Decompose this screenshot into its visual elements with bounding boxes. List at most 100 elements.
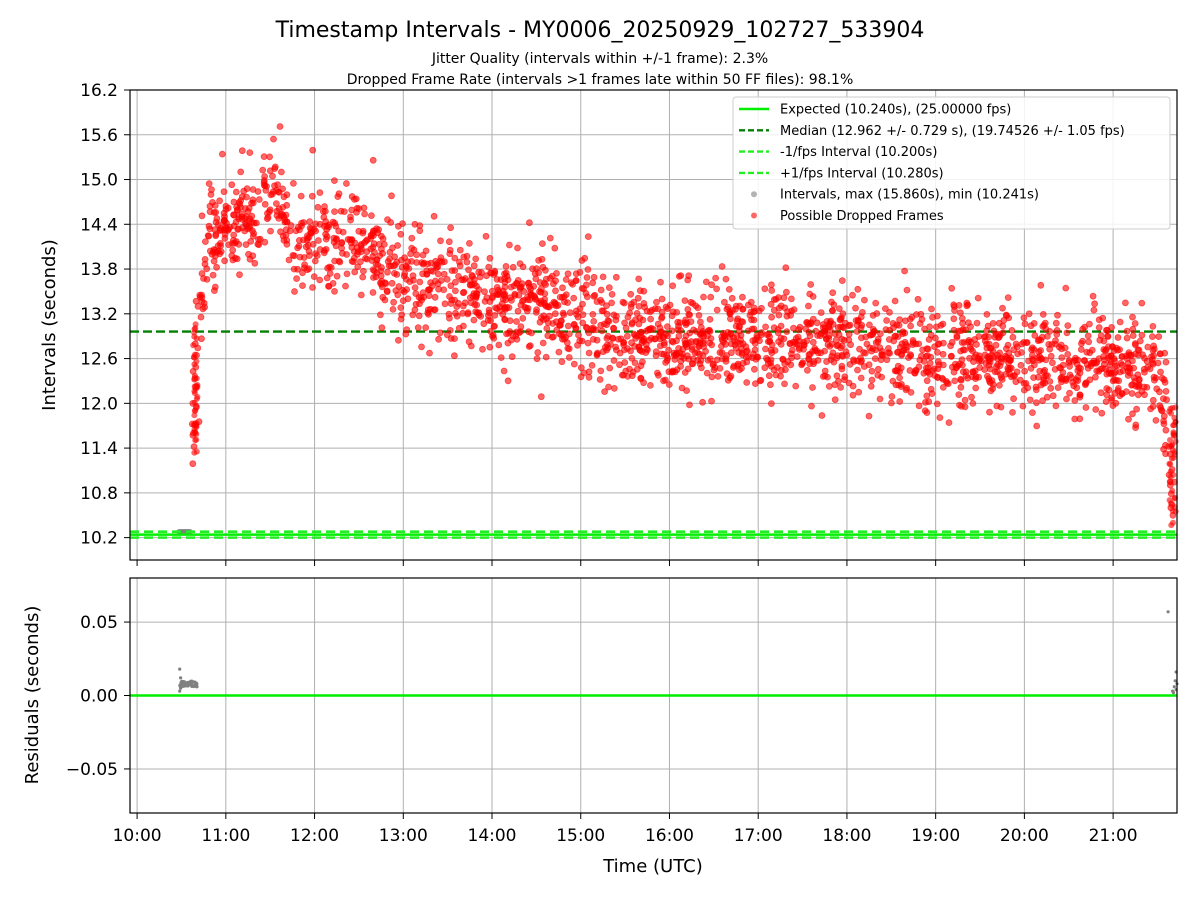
dropped-frame-point (1048, 340, 1056, 348)
dropped-frame-point (549, 320, 557, 327)
dropped-frame-point (590, 317, 598, 325)
dropped-frame-point (966, 354, 973, 362)
dropped-frame-point (297, 192, 305, 200)
dropped-frame-point (1169, 487, 1176, 494)
dropped-frame-point (416, 278, 424, 286)
dropped-frame-point (809, 338, 817, 346)
dropped-frame-point (321, 207, 329, 215)
dropped-frame-point (882, 326, 890, 334)
dropped-frame-point (1162, 441, 1169, 449)
dropped-frame-point (305, 265, 313, 273)
dropped-frame-point (1065, 359, 1073, 366)
dropped-frame-point (857, 313, 865, 321)
dropped-frame-point (502, 262, 510, 270)
dropped-frame-point (787, 361, 795, 369)
dropped-frame-point (618, 371, 626, 379)
dropped-frame-point (193, 358, 200, 365)
x-tick-label: 12:00 (290, 826, 339, 846)
dropped-frame-point (668, 327, 676, 335)
dropped-frame-point (351, 268, 359, 276)
dropped-frame-point (718, 263, 726, 270)
legend-label: Expected (10.240s), (25.00000 fps) (780, 103, 1011, 118)
dropped-frame-point (460, 288, 468, 296)
dropped-frame-point (593, 351, 601, 359)
dropped-frame-point (963, 299, 971, 307)
dropped-frame-point (1077, 364, 1084, 372)
dropped-frame-point (581, 254, 589, 262)
dropped-frame-point (475, 286, 483, 294)
residuals-panel: 10:00 11:00 12:00 13:00 14:00 15:00 16:00 17:00… (66, 577, 1179, 846)
bottom-y-tick-label: 0.00 (80, 687, 118, 707)
dropped-frame-point (907, 352, 915, 360)
dropped-frame-point (1119, 367, 1127, 375)
dropped-frame-point (552, 287, 559, 295)
dropped-frame-point (491, 311, 499, 319)
dropped-frame-point (1099, 314, 1107, 322)
dropped-frame-point (762, 345, 769, 353)
residual-point (1173, 679, 1177, 683)
dropped-frame-point (263, 182, 270, 190)
dropped-frame-point (235, 215, 243, 223)
dropped-frame-point (212, 232, 220, 240)
dropped-frame-point (1066, 389, 1073, 397)
dropped-frame-point (1151, 345, 1158, 353)
dropped-frame-point (217, 242, 225, 250)
dropped-frame-point (493, 275, 501, 283)
dropped-frame-point (1168, 410, 1175, 417)
dropped-frame-point (467, 342, 475, 350)
dropped-frame-point (948, 284, 956, 292)
dropped-frame-point (922, 398, 929, 406)
dropped-frame-point (750, 304, 758, 312)
dropped-frame-point (314, 237, 322, 244)
dropped-frame-point (430, 212, 438, 220)
dropped-frame-point (770, 306, 778, 314)
dropped-frame-point (809, 384, 816, 391)
dropped-frame-point (736, 366, 743, 374)
dropped-frame-point (470, 280, 478, 288)
dropped-frame-point (566, 330, 573, 338)
dropped-frame-point (451, 254, 459, 262)
dropped-frame-point (455, 258, 463, 266)
dropped-frame-point (467, 299, 475, 307)
dropped-frame-point (261, 200, 269, 208)
dropped-frame-point (953, 332, 961, 340)
dropped-frame-point (861, 296, 868, 304)
dropped-frame-point (359, 229, 367, 237)
dropped-frame-point (684, 276, 692, 284)
dropped-frame-point (699, 398, 706, 406)
dropped-frame-point (647, 315, 654, 323)
dropped-frame-point (896, 316, 903, 324)
dropped-frame-point (443, 275, 451, 283)
dropped-frame-point (1049, 359, 1056, 367)
dropped-frame-point (210, 257, 218, 265)
dropped-frame-point (276, 123, 284, 130)
dropped-frame-point (469, 292, 477, 300)
dropped-frame-point (627, 300, 635, 308)
dropped-frame-point (878, 373, 886, 381)
dropped-frame-point (250, 230, 258, 237)
dropped-frame-point (553, 269, 560, 277)
residuals-scatter (178, 610, 1179, 695)
dropped-frame-point (631, 359, 639, 367)
dropped-frame-point (1026, 396, 1034, 404)
dropped-frame-point (412, 290, 420, 298)
dropped-frame-point (446, 293, 453, 300)
dropped-frame-point (593, 298, 601, 306)
dropped-frame-point (363, 236, 371, 244)
dropped-frame-point (1153, 385, 1161, 393)
dropped-frame-point (369, 156, 377, 164)
dropped-frame-point (461, 275, 469, 282)
dropped-frame-point (316, 189, 324, 197)
dropped-frame-point (727, 315, 734, 323)
dropped-frame-point (1097, 332, 1105, 339)
dropped-frame-point (608, 290, 616, 298)
dropped-frame-point (301, 261, 309, 269)
dropped-frame-point (590, 273, 598, 281)
dropped-frame-point (1115, 377, 1123, 385)
dropped-frame-point (640, 299, 648, 307)
dropped-frame-point (829, 289, 837, 297)
dropped-frame-point (882, 305, 889, 313)
dropped-frame-point (786, 340, 794, 348)
dropped-frame-point (627, 290, 635, 298)
